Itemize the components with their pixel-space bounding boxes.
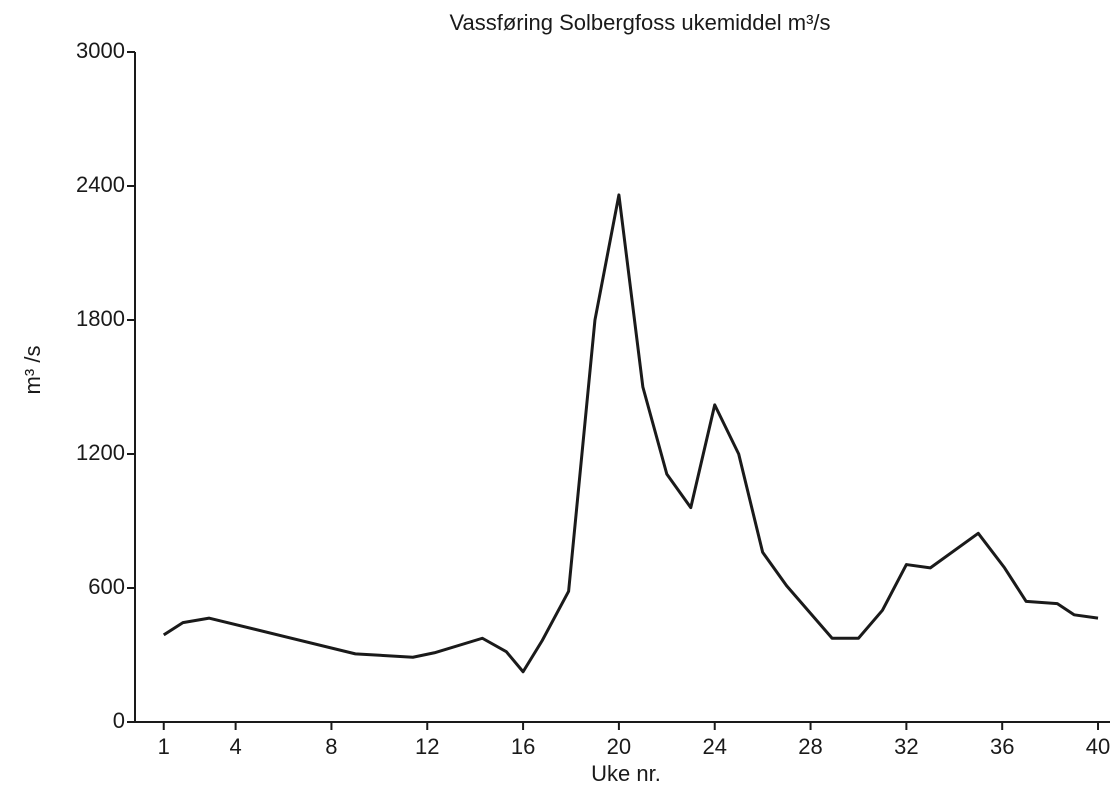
chart-title: Vassføring Solbergfoss ukemiddel m³/s <box>449 10 830 35</box>
y-axis-label: m³ /s <box>20 346 45 395</box>
x-axis-label: Uke nr. <box>591 761 661 786</box>
x-tick-label: 16 <box>511 734 535 759</box>
x-tick-label: 20 <box>607 734 631 759</box>
data-line <box>162 193 1099 674</box>
x-tick-label: 4 <box>229 734 241 759</box>
y-tick-label: 1200 <box>76 440 125 465</box>
y-tick-label: 2400 <box>76 172 125 197</box>
y-tick-label: 1800 <box>76 306 125 331</box>
x-tick-label: 32 <box>894 734 918 759</box>
x-tick-label: 40 <box>1086 734 1110 759</box>
x-tick-label: 36 <box>990 734 1014 759</box>
y-tick-label: 3000 <box>76 38 125 63</box>
x-tick-label: 12 <box>415 734 439 759</box>
x-tick-label: 28 <box>798 734 822 759</box>
y-tick-label: 600 <box>88 574 125 599</box>
y-tick-label: 0 <box>113 708 125 733</box>
x-tick-label: 1 <box>158 734 170 759</box>
x-tick-label: 8 <box>325 734 337 759</box>
x-tick-label: 24 <box>702 734 726 759</box>
